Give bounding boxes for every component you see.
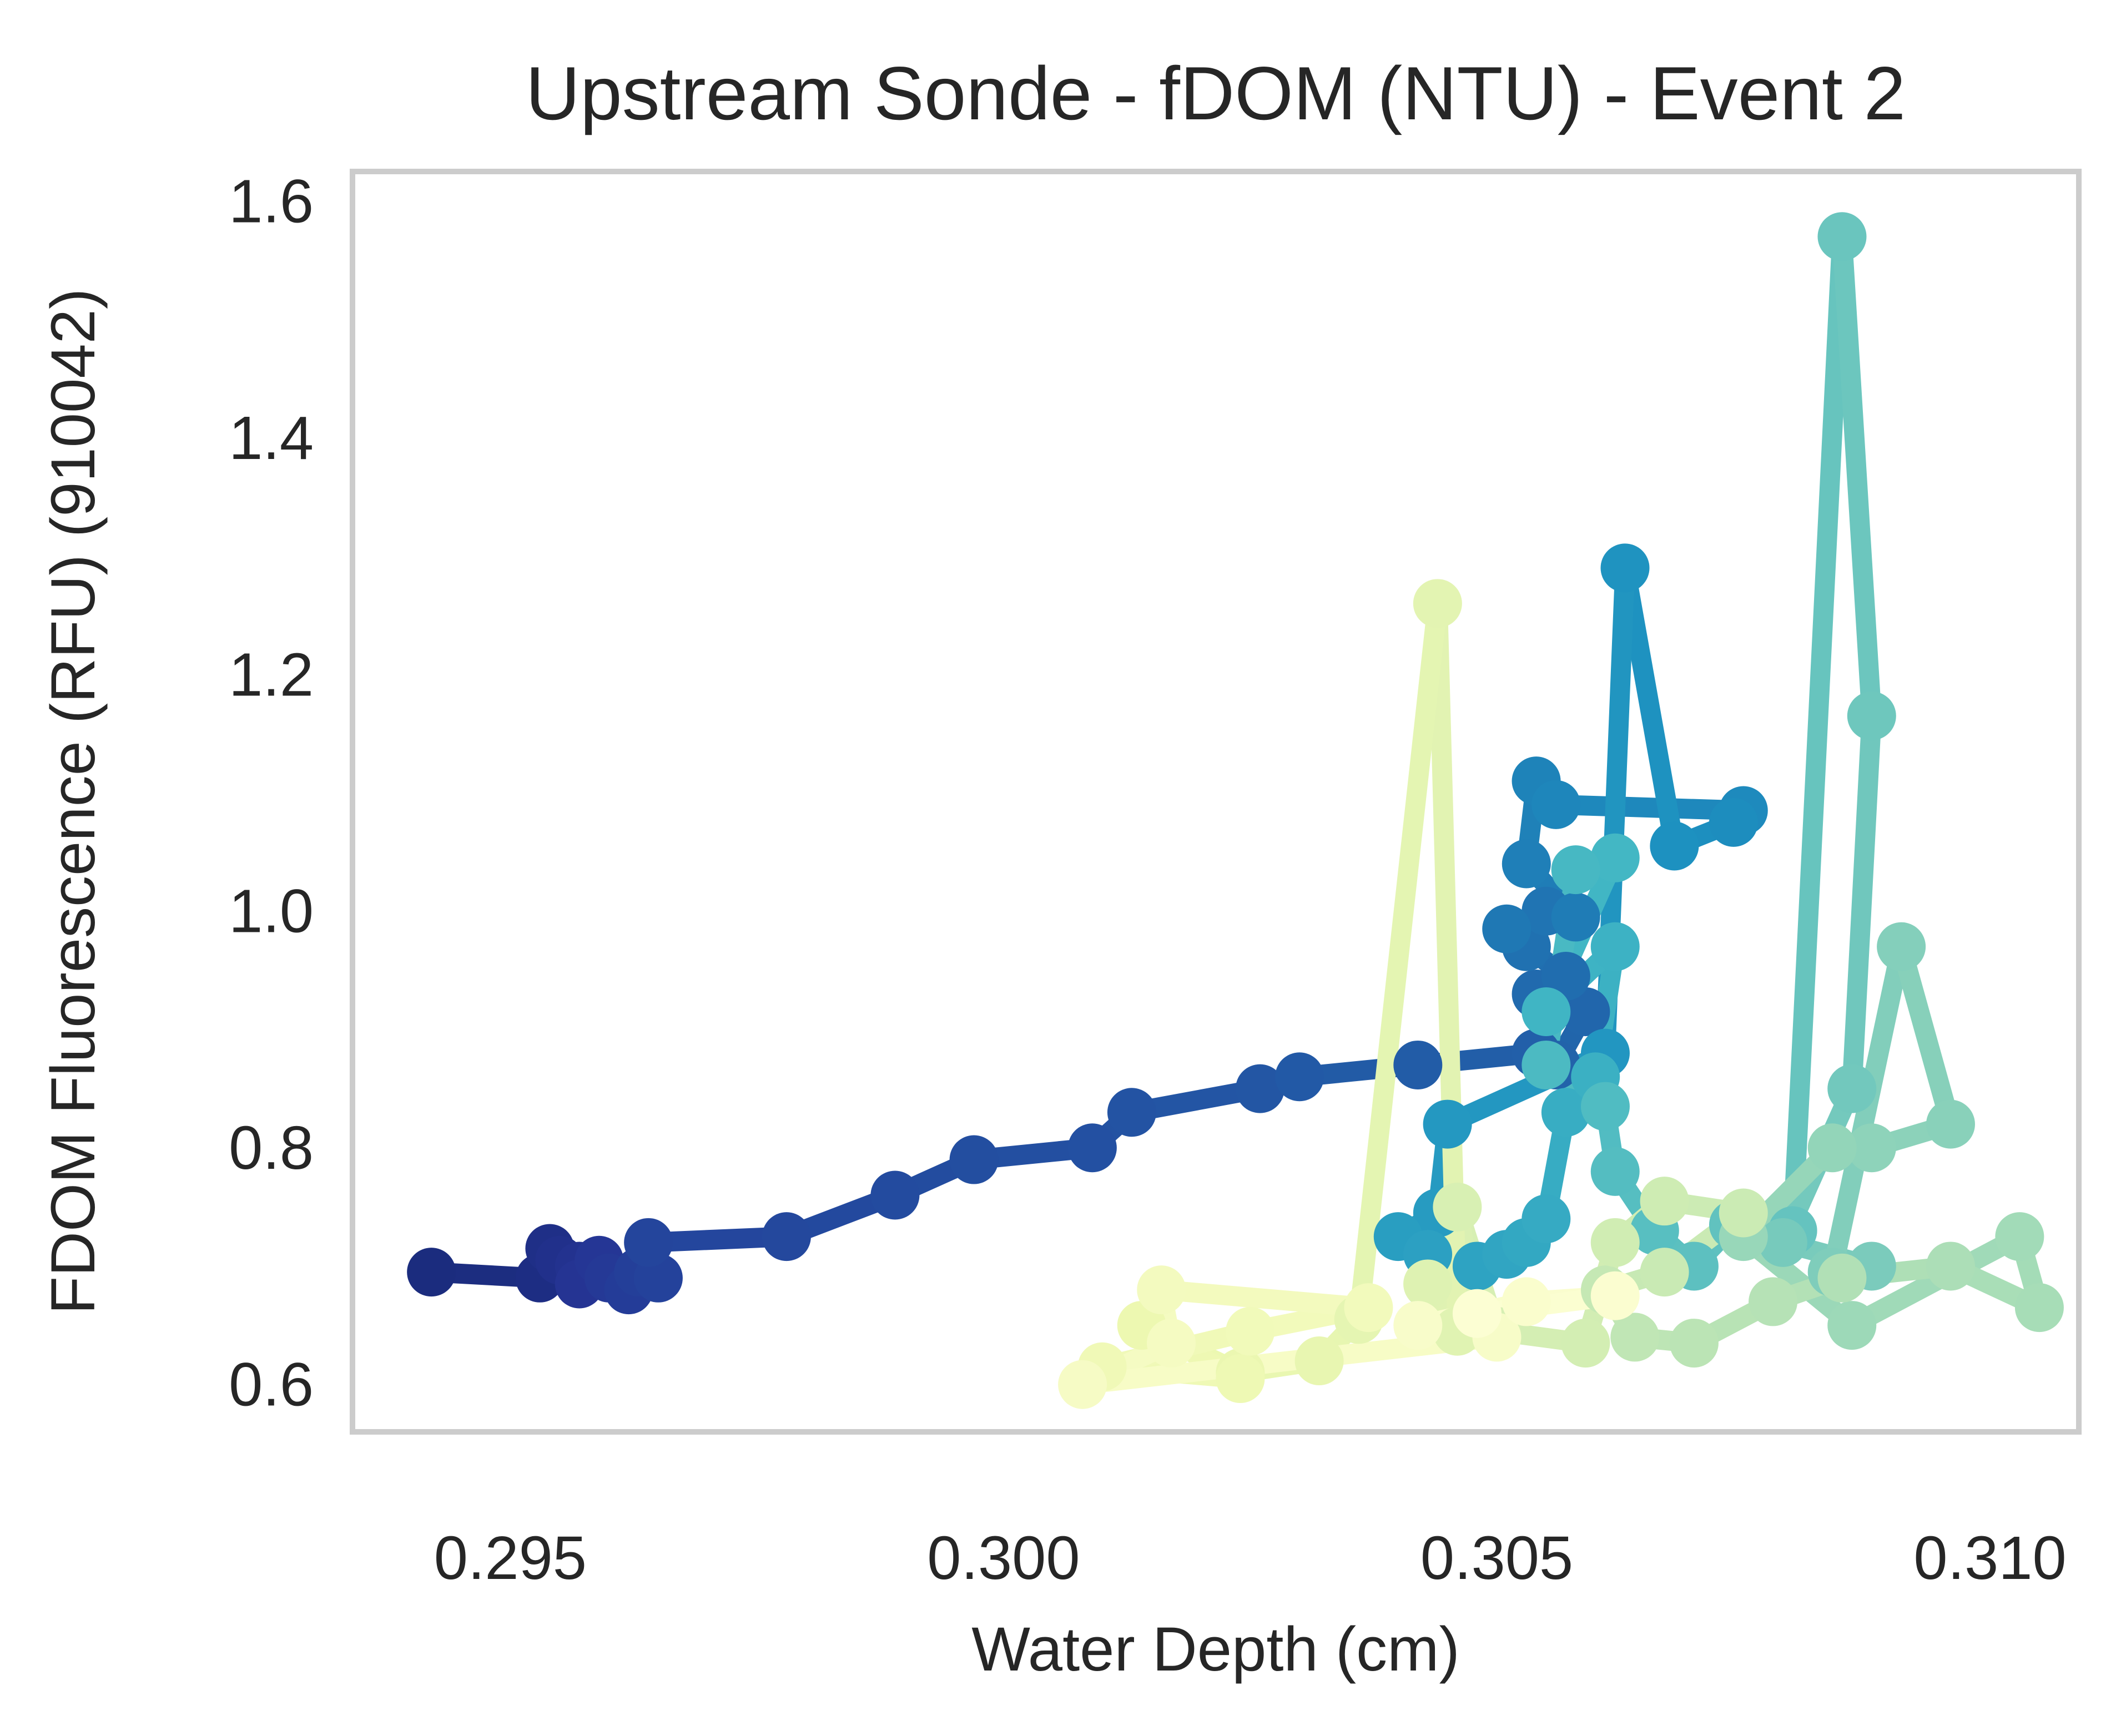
data-point — [1719, 1188, 1768, 1238]
x-axis-label: Water Depth (cm) — [971, 1614, 1460, 1684]
data-point — [1817, 212, 1867, 261]
y-tick-label: 1.4 — [229, 404, 314, 472]
data-point — [1877, 922, 1926, 971]
data-point — [1551, 892, 1600, 942]
data-point — [1452, 1289, 1502, 1338]
data-point — [1502, 1277, 1551, 1326]
data-point — [1393, 1301, 1443, 1350]
data-point — [1827, 1301, 1877, 1350]
data-point — [1590, 1147, 1640, 1196]
data-point — [1433, 1182, 1482, 1232]
x-tick-labels: 0.295 0.300 0.305 0.310 — [434, 1524, 2067, 1592]
series-line-segment — [1546, 794, 1754, 821]
data-point — [1669, 1319, 1719, 1368]
y-tick-labels: 0.6 0.8 1.0 1.2 1.4 1.6 — [229, 167, 314, 1419]
data-point — [1294, 1336, 1344, 1386]
data-point — [1807, 1123, 1857, 1173]
data-point — [1610, 1313, 1660, 1362]
data-point — [1640, 1177, 1689, 1226]
data-point — [1640, 1248, 1689, 1297]
data-point — [1561, 1319, 1610, 1368]
data-point — [1551, 845, 1600, 895]
data-point — [1226, 1306, 1275, 1356]
data-point — [1709, 798, 1758, 847]
series-line-segment — [1891, 936, 1961, 1134]
data-point — [1926, 1099, 1975, 1149]
series-line-segment — [1348, 593, 1448, 1330]
data-point — [1522, 1040, 1571, 1089]
data-point — [1275, 1052, 1324, 1102]
data-point — [1995, 1212, 2044, 1261]
data-point — [1847, 691, 1896, 740]
series-line-segment — [1151, 1280, 1379, 1318]
y-tick-label: 1.0 — [229, 877, 314, 946]
data-point — [1058, 1360, 1107, 1409]
data-point — [624, 1218, 673, 1267]
data-point — [762, 1212, 811, 1261]
data-point — [1758, 1218, 1807, 1267]
data-point — [1590, 922, 1640, 971]
data-point — [870, 1170, 920, 1220]
data-point — [1216, 1354, 1265, 1404]
data-point — [1413, 579, 1462, 628]
data-point — [2014, 1283, 2064, 1333]
data-point — [1827, 1064, 1877, 1113]
data-point — [1344, 1283, 1393, 1333]
y-axis-label: FDOM Fluorescence (RFU) (910042) — [38, 289, 108, 1315]
data-point — [1817, 1253, 1867, 1303]
data-point — [1393, 1040, 1443, 1089]
data-point — [1749, 1277, 1798, 1326]
data-point — [1580, 1082, 1630, 1131]
data-point — [949, 1135, 999, 1184]
series-line-segment — [1822, 936, 1912, 1283]
data-point — [1531, 780, 1581, 829]
plot-frame — [350, 169, 2082, 1435]
y-tick-label: 0.6 — [229, 1351, 314, 1419]
data-point — [1926, 1242, 1975, 1291]
data-point — [1522, 987, 1571, 1036]
series-line-segment — [1782, 226, 1852, 1241]
x-tick-label: 0.305 — [1420, 1524, 1573, 1592]
y-tick-label: 0.8 — [229, 1114, 314, 1182]
data-point — [1541, 952, 1590, 1001]
data-point — [1600, 543, 1650, 593]
series-line-segment — [1832, 226, 1882, 726]
y-tick-label: 1.2 — [229, 640, 314, 709]
data-point — [1522, 1194, 1571, 1244]
data-point — [1107, 1088, 1156, 1137]
y-tick-label: 1.6 — [229, 167, 314, 235]
data-point — [1235, 1064, 1284, 1113]
data-point — [1502, 839, 1551, 889]
data-point — [1147, 1319, 1196, 1368]
data-point — [1137, 1265, 1186, 1315]
data-point — [1423, 1099, 1472, 1149]
series-line-segment — [1615, 558, 1685, 856]
x-tick-label: 0.310 — [1913, 1524, 2066, 1592]
data-point — [1590, 833, 1640, 882]
data-point — [1590, 1271, 1640, 1320]
data-point — [407, 1248, 456, 1297]
x-tick-label: 0.295 — [434, 1524, 587, 1592]
data-point — [1541, 1088, 1590, 1137]
plot-marks — [407, 212, 2064, 1409]
data-point — [1482, 904, 1531, 953]
data-point — [1590, 1218, 1640, 1267]
data-point — [1847, 1123, 1896, 1173]
chart-title: Upstream Sonde - fDOM (NTU) - Event 2 — [526, 51, 1906, 135]
data-point — [1403, 1259, 1453, 1309]
data-point — [1650, 821, 1699, 871]
data-point — [1561, 987, 1610, 1036]
series-line-segment — [1842, 705, 1882, 1099]
x-tick-label: 0.300 — [927, 1524, 1080, 1592]
data-point — [1067, 1123, 1117, 1173]
